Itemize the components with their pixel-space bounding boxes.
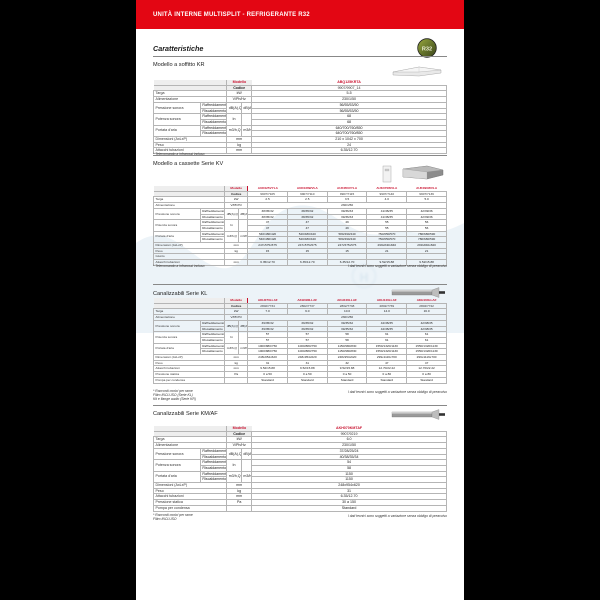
svg-text:R32: R32 xyxy=(422,46,432,52)
svg-text:H: H xyxy=(360,271,369,285)
